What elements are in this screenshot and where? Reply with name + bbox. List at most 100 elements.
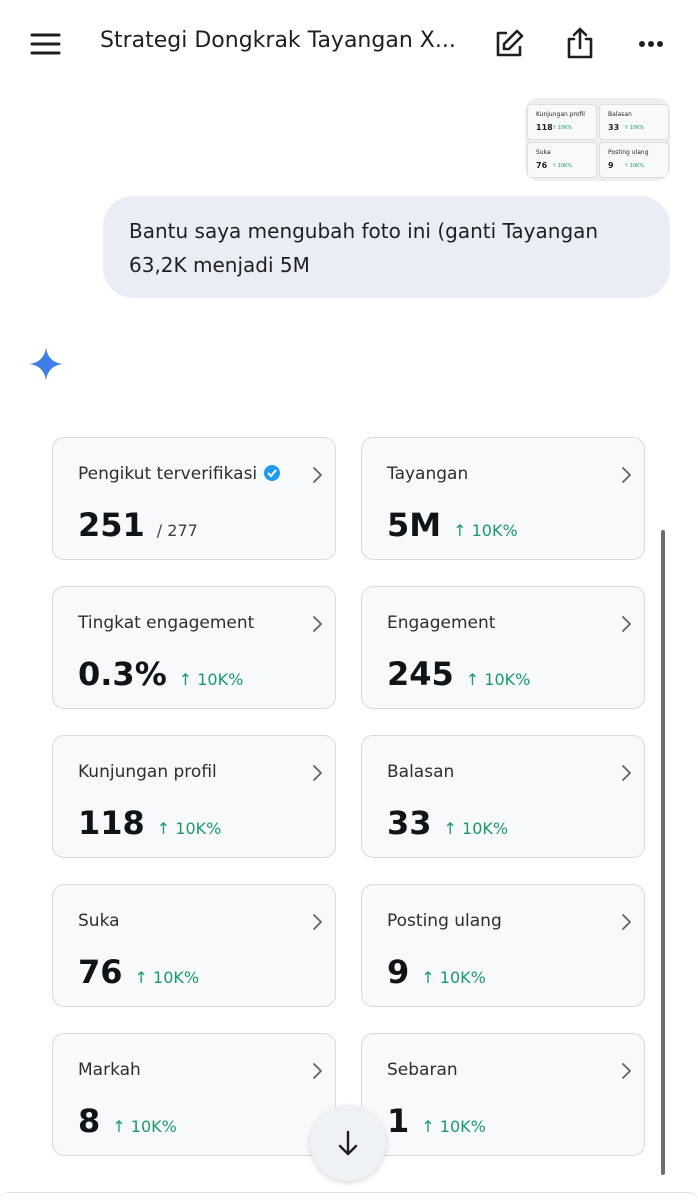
stat-label: Kunjungan profil <box>78 762 217 782</box>
thumb-change: ↑ 10K% <box>624 163 645 169</box>
menu-button[interactable] <box>30 32 62 56</box>
stat-row: 33 ↑ 10K% <box>387 804 508 842</box>
stat-label: Tingkat engagement <box>78 613 254 633</box>
gemini-sparkle <box>29 347 63 381</box>
stat-change: ↑ 10K% <box>465 670 531 689</box>
verified-badge <box>263 464 281 484</box>
stat-value: 76 <box>78 953 123 991</box>
thumb-value: 118 <box>536 123 553 132</box>
stat-row: 251 / 277 <box>78 506 198 544</box>
stat-value: 245 <box>387 655 454 693</box>
stat-value: 1 <box>387 1102 410 1140</box>
edit-button[interactable] <box>493 28 525 60</box>
stat-label: Engagement <box>387 613 495 633</box>
stat-total: / 277 <box>156 521 198 540</box>
chevron <box>311 466 323 488</box>
stat-card[interactable]: Tayangan 5M ↑ 10K% <box>361 437 645 560</box>
thumb-card: Kunjungan profil 118 ↑ 10K% <box>527 104 597 140</box>
stat-row: 245 ↑ 10K% <box>387 655 530 693</box>
more-button[interactable] <box>638 38 666 50</box>
chevron <box>620 466 632 488</box>
user-message: Bantu saya mengubah foto ini (ganti Taya… <box>103 196 670 298</box>
chat-title[interactable]: Strategi Dongkrak Tayangan X... <box>100 28 456 53</box>
stat-row: 0.3% ↑ 10K% <box>78 655 243 693</box>
thumb-change: ↑ 10K% <box>624 125 645 131</box>
stat-card[interactable]: Markah 8 ↑ 10K% <box>52 1033 336 1156</box>
arrow-down-icon <box>338 1130 358 1156</box>
stat-value: 8 <box>78 1102 101 1140</box>
stat-change: ↑ 10K% <box>421 1117 486 1136</box>
stat-label: Markah <box>78 1060 141 1080</box>
stat-value: 118 <box>78 804 145 842</box>
stat-label-text: Engagement <box>387 613 496 633</box>
stat-label: Tayangan <box>387 464 468 484</box>
stat-card[interactable]: Suka 76 ↑ 10K% <box>52 884 336 1007</box>
chevron <box>620 764 632 786</box>
stat-value: 0.3% <box>78 655 167 693</box>
stat-label-text: Pengikut terverifikasi <box>78 464 258 484</box>
thumb-change: ↑ 10K% <box>552 163 573 169</box>
stat-label-text: Posting ulang <box>387 911 502 931</box>
scroll-down-button[interactable] <box>310 1105 386 1181</box>
stat-label: Suka <box>78 911 120 931</box>
stat-change: ↑ 10K% <box>156 819 222 838</box>
thumb-label: Posting ulang <box>608 149 649 156</box>
thumb-label: Balasan <box>608 111 632 118</box>
stat-card[interactable]: Balasan 33 ↑ 10K% <box>361 735 645 858</box>
stat-label: Posting ulang <box>387 911 502 931</box>
stat-row: 9 ↑ 10K% <box>387 953 486 991</box>
stat-value: 9 <box>387 953 410 991</box>
stat-row: 76 ↑ 10K% <box>78 953 199 991</box>
stat-card[interactable]: Posting ulang 9 ↑ 10K% <box>361 884 645 1007</box>
stat-label-text: Sebaran <box>387 1060 458 1080</box>
stat-label-text: Suka <box>78 911 120 931</box>
stat-label-text: Balasan <box>387 762 455 782</box>
chevron <box>311 1062 323 1084</box>
stat-change: ↑ 10K% <box>453 521 518 540</box>
chevron <box>311 764 323 786</box>
stat-card[interactable]: Sebaran 1 ↑ 10K% <box>361 1033 645 1156</box>
stat-row: 5M ↑ 10K% <box>387 506 518 544</box>
stat-row: 1 ↑ 10K% <box>387 1102 486 1140</box>
chevron <box>620 1062 632 1084</box>
input-edge <box>0 1192 698 1201</box>
thumb-value: 9 <box>608 161 614 170</box>
thumb-label: Suka <box>536 149 551 156</box>
stat-change: ↑ 10K% <box>178 670 244 689</box>
stat-label: Sebaran <box>387 1060 458 1080</box>
stat-change: ↑ 10K% <box>443 819 509 838</box>
stat-label-text: Tayangan <box>387 464 469 484</box>
stat-card[interactable]: Kunjungan profil 118 ↑ 10K% <box>52 735 336 858</box>
stat-value: 251 <box>78 506 145 544</box>
chevron <box>311 913 323 935</box>
stat-label: Balasan <box>387 762 454 782</box>
stat-card[interactable]: Pengikut terverifikasi 251 / 277 <box>52 437 336 560</box>
stat-row: 118 ↑ 10K% <box>78 804 221 842</box>
thumb-value: 76 <box>536 161 548 170</box>
stat-value: 5M <box>387 506 442 544</box>
share-button[interactable] <box>565 26 595 60</box>
stat-change: ↑ 10K% <box>134 968 200 987</box>
chevron <box>311 615 323 637</box>
stat-label: Pengikut terverifikasi <box>78 464 281 484</box>
stat-value: 33 <box>387 804 432 842</box>
stat-change: ↑ 10K% <box>421 968 486 987</box>
thumb-value: 33 <box>608 123 620 132</box>
thumb-label: Kunjungan profil <box>536 111 585 118</box>
stat-card[interactable]: Tingkat engagement 0.3% ↑ 10K% <box>52 586 336 709</box>
thumb-card: Suka 76 ↑ 10K% <box>527 142 597 178</box>
stat-card[interactable]: Engagement 245 ↑ 10K% <box>361 586 645 709</box>
scrollbar <box>661 530 665 1175</box>
thumb-card: Posting ulang 9 ↑ 10K% <box>599 142 669 178</box>
stat-label-text: Kunjungan profil <box>78 762 217 782</box>
stat-change: ↑ 10K% <box>112 1117 177 1136</box>
thumb-change: ↑ 10K% <box>552 125 573 131</box>
image-thumbnail[interactable]: Kunjungan profil 118 ↑ 10K% Balasan 33 ↑ 10K%… <box>525 98 670 181</box>
chevron <box>620 615 632 637</box>
stat-label-text: Tingkat engagement <box>78 613 255 633</box>
chevron <box>620 913 632 935</box>
stat-row: 8 ↑ 10K% <box>78 1102 177 1140</box>
stat-label-text: Markah <box>78 1060 141 1080</box>
thumb-card: Balasan 33 ↑ 10K% <box>599 104 669 140</box>
